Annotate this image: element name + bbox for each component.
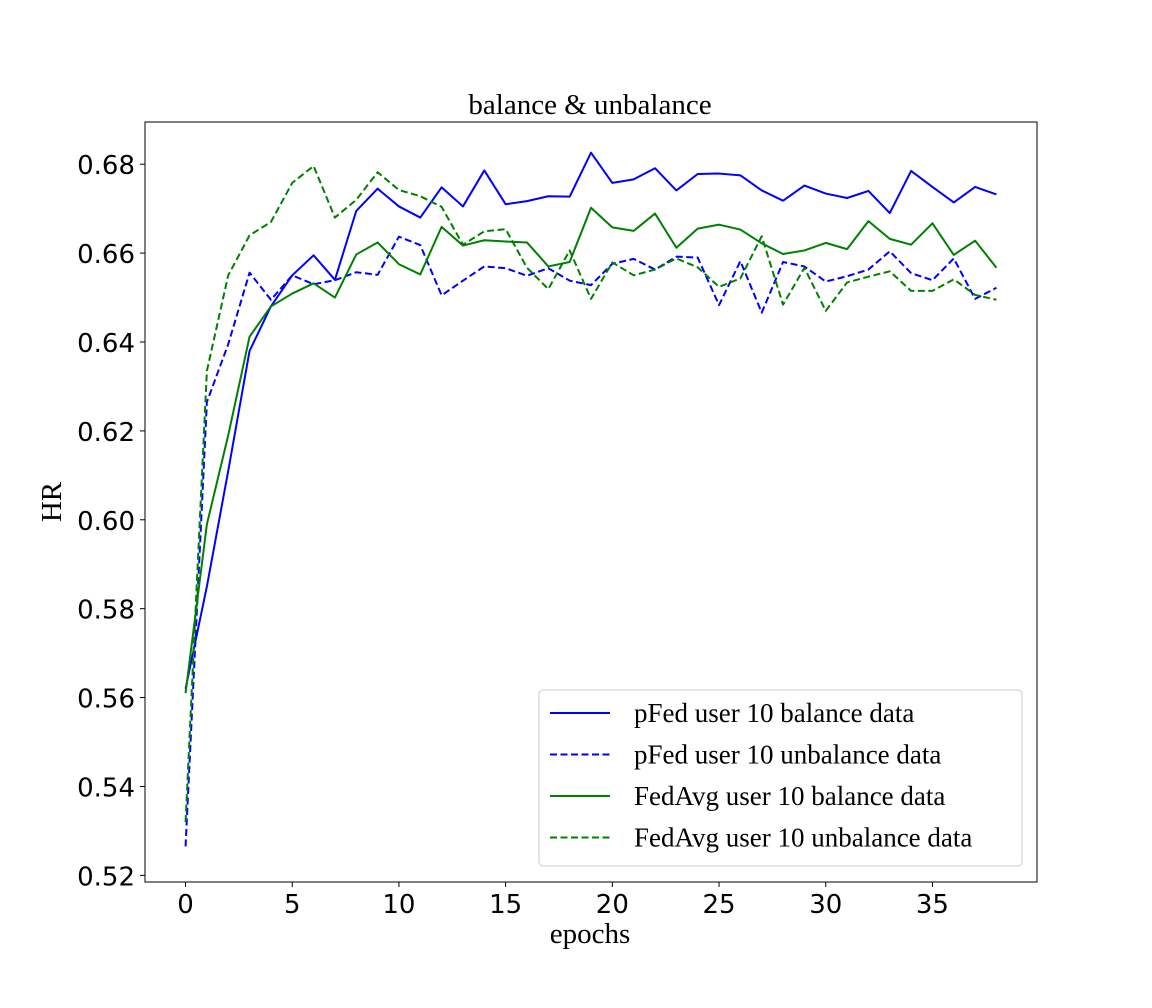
- x-axis: 0 5 10 15 20 25 30 35: [177, 882, 949, 920]
- series-line-3: [184, 165, 997, 823]
- x-tick-label: 5: [284, 890, 301, 920]
- legend-label: FedAvg user 10 unbalance data: [634, 823, 972, 853]
- y-tick-label: 0.56: [77, 685, 135, 715]
- x-axis-label: epochs: [550, 918, 631, 950]
- y-tick-label: 0.62: [77, 418, 135, 448]
- plot-lines: [184, 151, 998, 847]
- legend-label: pFed user 10 balance data: [634, 698, 914, 728]
- x-tick-label: 25: [702, 890, 735, 920]
- y-tick-label: 0.68: [77, 151, 135, 181]
- series-line-1: [184, 235, 997, 847]
- x-tick-label: 30: [809, 890, 842, 920]
- y-axis-label: HR: [36, 481, 68, 522]
- legend-box: [538, 689, 1023, 867]
- y-tick-label: 0.54: [77, 773, 135, 803]
- y-tick-label: 0.58: [77, 596, 135, 626]
- y-tick-label: 0.52: [77, 862, 135, 892]
- legend-label: FedAvg user 10 balance data: [634, 781, 945, 811]
- x-tick-label: 35: [916, 890, 949, 920]
- y-tick-label: 0.64: [77, 329, 135, 359]
- x-tick-label: 15: [489, 890, 522, 920]
- series-line-0: [184, 151, 997, 689]
- x-tick-label: 0: [177, 890, 194, 920]
- x-tick-label: 20: [596, 890, 629, 920]
- y-tick-label: 0.66: [77, 240, 135, 270]
- legend-label: pFed user 10 unbalance data: [634, 740, 941, 770]
- legend: pFed user 10 balance data pFed user 10 un…: [538, 689, 1023, 867]
- series-line-2: [184, 206, 998, 694]
- y-tick-label: 0.60: [77, 507, 135, 537]
- chart-title: balance & unbalance: [468, 89, 711, 121]
- y-axis: 0.52 0.54 0.56 0.58 0.60 0.62 0.64 0.66 0.68: [77, 151, 145, 892]
- plot-frame: [144, 121, 1038, 883]
- x-tick-label: 10: [382, 890, 415, 920]
